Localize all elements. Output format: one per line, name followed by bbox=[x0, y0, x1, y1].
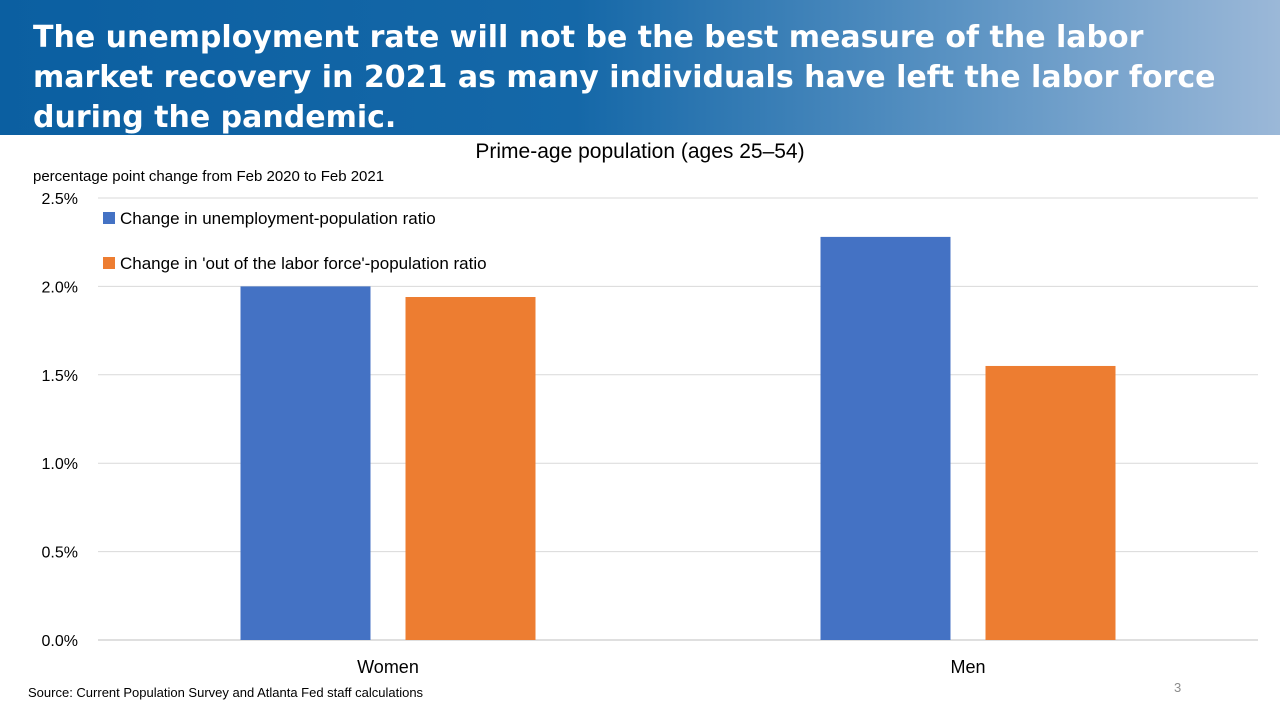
legend: Change in unemployment-population ratio C… bbox=[103, 209, 487, 273]
y-tick-label: 1.5% bbox=[42, 368, 78, 385]
y-axis-ticks: 0.0% 0.5% 1.0% 1.5% 2.0% 2.5% bbox=[42, 191, 78, 650]
x-axis-categories: Women Men bbox=[357, 657, 985, 677]
source-note: Source: Current Population Survey and At… bbox=[28, 685, 423, 700]
legend-swatch bbox=[103, 212, 115, 224]
chart-title: Prime-age population (ages 25–54) bbox=[475, 140, 804, 163]
y-tick-label: 2.5% bbox=[42, 191, 78, 208]
legend-swatch bbox=[103, 257, 115, 269]
y-tick-label: 1.0% bbox=[42, 456, 78, 473]
bar-chart: Prime-age population (ages 25–54) percen… bbox=[0, 135, 1280, 680]
category-label: Men bbox=[950, 657, 985, 677]
category-label: Women bbox=[357, 657, 419, 677]
bar bbox=[241, 286, 371, 640]
y-tick-label: 0.0% bbox=[42, 633, 78, 650]
units-label: percentage point change from Feb 2020 to… bbox=[33, 168, 384, 185]
y-tick-label: 2.0% bbox=[42, 279, 78, 296]
legend-label: Change in 'out of the labor force'-popul… bbox=[120, 254, 487, 273]
bar bbox=[986, 366, 1116, 640]
page-number: 3 bbox=[1174, 680, 1181, 695]
bar bbox=[406, 297, 536, 640]
slide-title: The unemployment rate will not be the be… bbox=[33, 18, 1253, 138]
bars bbox=[241, 237, 1116, 640]
legend-label: Change in unemployment-population ratio bbox=[120, 209, 436, 228]
bar bbox=[821, 237, 951, 640]
y-tick-label: 0.5% bbox=[42, 545, 78, 562]
